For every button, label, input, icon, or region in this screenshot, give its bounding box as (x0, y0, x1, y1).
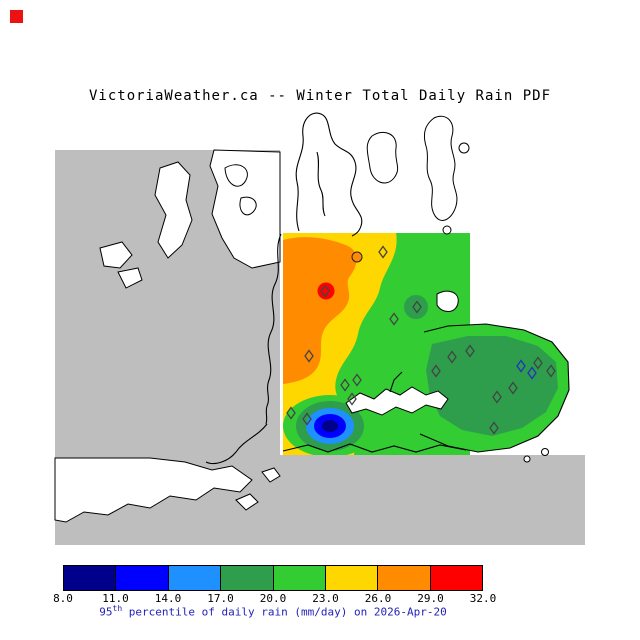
station-marker (378, 245, 388, 259)
coast-saanich-peninsula (295, 112, 363, 237)
station-marker-blue (516, 359, 526, 373)
lake-b (239, 196, 257, 216)
colorbar: 8.0 11.0 14.0 17.0 20.0 23.0 26.0 29.0 32.0 (53, 565, 496, 605)
colorbar-segment-2 (168, 566, 222, 590)
colorbar-tick: 8.0 (53, 592, 73, 605)
station-marker (546, 364, 556, 378)
colorbar-segment-3 (221, 566, 274, 590)
land-southwest-coast (54, 457, 253, 523)
coast-west-edge (265, 233, 282, 425)
island-northeast (366, 132, 399, 184)
colorbar-tick: 11.0 (102, 592, 129, 605)
station-marker (492, 390, 502, 404)
station-marker (352, 373, 362, 387)
station-marker (320, 284, 330, 298)
contour-red-maximum (317, 282, 335, 300)
land-islet-a (99, 241, 133, 269)
land-islet-c (235, 493, 259, 511)
coast-to-southwest (205, 423, 268, 465)
colorbar-tick: 14.0 (154, 592, 182, 605)
station-marker (447, 350, 457, 364)
colorbar-tick: 26.0 (364, 592, 392, 605)
colorbar-segment-5 (325, 566, 379, 590)
land-islet-b (117, 267, 143, 289)
contour-darkgreen-east (426, 336, 558, 436)
station-marker (347, 392, 357, 406)
colorbar-segment-0 (64, 566, 117, 590)
colorbar-tick: 17.0 (207, 592, 234, 605)
islet-h (523, 455, 531, 463)
station-marker (302, 412, 312, 426)
islet-orange-spot (351, 251, 363, 263)
station-marker (412, 300, 422, 314)
station-marker (286, 406, 296, 420)
island-chain-east (423, 115, 458, 221)
colorbar-tick: 23.0 (312, 592, 339, 605)
caption-number: 95 (99, 605, 113, 619)
station-marker (340, 378, 350, 392)
land-inlet-ridge (154, 161, 193, 259)
station-marker (508, 381, 518, 395)
islet-g (541, 448, 549, 456)
colorbar-ticks: 8.0 11.0 14.0 17.0 20.0 23.0 26.0 29.0 32.0 (53, 592, 496, 608)
colorbar-caption: 95th percentile of daily rain (mm/day) o… (43, 604, 503, 619)
coast-south-shore (282, 443, 467, 453)
harbour-channel (345, 386, 449, 416)
station-marker-blue (527, 366, 537, 380)
contour-darkgreen-spot (404, 295, 428, 319)
station-marker (533, 356, 543, 370)
lake-a (224, 164, 248, 187)
colorbar-tick: 32.0 (469, 592, 497, 605)
colorbar-tick: 29.0 (417, 592, 444, 605)
colorbar-segment-6 (378, 566, 431, 590)
harbour-branch (389, 371, 403, 393)
colorbar-segment-1 (116, 566, 169, 590)
logo-mark (10, 10, 23, 23)
land-islet-d (261, 467, 281, 483)
contour-navy-minimum (322, 420, 338, 432)
contour-orange-blob (283, 237, 357, 384)
coast-east-peninsula (419, 323, 570, 453)
coast-notch-east (436, 290, 459, 312)
caption-text: percentile of daily rain (mm/day) on 202… (122, 605, 447, 619)
station-marker (489, 421, 499, 435)
colorbar-tick: 20.0 (259, 592, 287, 605)
coast-inlet-line (316, 151, 326, 217)
station-marker (304, 349, 314, 363)
station-marker (465, 344, 475, 358)
colorbar-segment-4 (273, 566, 326, 590)
map-title: VictoriaWeather.ca -- Winter Total Daily… (88, 88, 551, 104)
station-markers (286, 245, 556, 435)
station-marker (389, 312, 399, 326)
station-marker (431, 364, 441, 378)
islet-f (442, 225, 452, 235)
colorbar-segment-7 (430, 566, 482, 590)
islet-e (458, 142, 470, 154)
rain-contour-field (283, 233, 569, 455)
colorbar-segments (63, 565, 483, 591)
caption-superscript: th (112, 604, 123, 613)
